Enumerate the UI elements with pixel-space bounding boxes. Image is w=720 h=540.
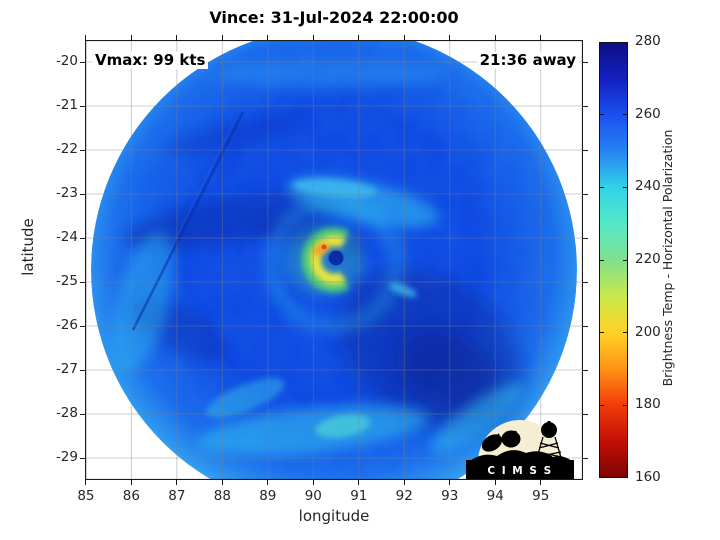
- y-tick-mark: [80, 193, 85, 195]
- x-tick-mark: [494, 480, 496, 485]
- y-tick-mark: [583, 369, 588, 371]
- x-tick-label: 92: [395, 488, 413, 504]
- colorbar-tick-label: 260: [635, 105, 661, 122]
- cimss-banner: [466, 460, 574, 479]
- y-tick-mark: [80, 325, 85, 327]
- y-tick-mark: [80, 413, 85, 415]
- x-tick-mark: [403, 480, 405, 485]
- colorbar-tick-label: 200: [635, 323, 661, 340]
- y-tick-mark: [583, 237, 588, 239]
- x-tick-label: 91: [350, 488, 368, 504]
- water-tower-icon: [541, 422, 557, 438]
- x-tick-label: 93: [441, 488, 459, 504]
- y-tick-label: -28: [55, 405, 78, 421]
- colorbar-tick-mark: [623, 114, 627, 116]
- y-tick-mark: [80, 457, 85, 459]
- x-tick-mark: [449, 480, 451, 485]
- colorbar-label: Brightness Temp - Horizontal Polarizatio…: [660, 129, 675, 387]
- x-tick-mark: [176, 35, 178, 40]
- y-tick-mark: [80, 149, 85, 151]
- y-tick-mark: [583, 457, 588, 459]
- y-tick-label: -21: [55, 97, 78, 113]
- colorbar-tick-mark: [600, 332, 604, 334]
- x-tick-mark: [130, 35, 132, 40]
- y-tick-mark: [583, 149, 588, 151]
- cimss-logo-text: C I M S S: [487, 465, 552, 477]
- y-tick-mark: [80, 281, 85, 283]
- y-tick-mark: [583, 413, 588, 415]
- colorbar-tick-mark: [623, 404, 627, 406]
- colorbar-tick-label: 220: [635, 251, 661, 267]
- eta-annotation: 21:36 away: [476, 52, 579, 69]
- x-axis-label: longitude: [298, 507, 370, 525]
- colorbar-tick-mark: [623, 186, 627, 188]
- x-tick-mark: [540, 35, 542, 40]
- x-tick-mark: [176, 480, 178, 485]
- colorbar-tick-mark: [600, 404, 604, 406]
- colorbar-tick-label: 160: [635, 469, 661, 485]
- x-tick-label: 87: [168, 488, 186, 504]
- x-tick-mark: [494, 35, 496, 40]
- x-tick-mark: [130, 480, 132, 485]
- axes-border: [85, 40, 583, 480]
- y-tick-mark: [583, 325, 588, 327]
- y-tick-mark: [80, 369, 85, 371]
- storm-eye: [328, 250, 344, 266]
- y-tick-mark: [583, 61, 588, 63]
- colorbar-tick-label: 180: [635, 396, 661, 413]
- x-tick-label: 85: [77, 488, 95, 504]
- x-tick-mark: [85, 480, 87, 485]
- x-tick-mark: [267, 480, 269, 485]
- x-tick-label: 88: [213, 488, 231, 504]
- x-tick-mark: [267, 35, 269, 40]
- x-tick-mark: [358, 35, 360, 40]
- y-tick-mark: [80, 61, 85, 63]
- satellite-dish-icon: [481, 434, 503, 452]
- y-tick-label: -27: [55, 361, 78, 377]
- satellite-dish-icon: [501, 430, 521, 448]
- colorbar-tick-label: 240: [635, 178, 661, 195]
- y-tick-label: -25: [55, 273, 78, 289]
- y-tick-label: -20: [55, 53, 78, 69]
- x-tick-label: 90: [304, 488, 322, 504]
- y-tick-label: -29: [55, 449, 78, 465]
- x-tick-mark: [540, 480, 542, 485]
- y-tick-mark: [583, 105, 588, 107]
- y-tick-label: -24: [55, 229, 78, 245]
- y-tick-label: -22: [55, 141, 78, 157]
- plot-title: Vince: 31-Jul-2024 22:00:00: [209, 8, 459, 27]
- x-tick-mark: [312, 35, 314, 40]
- x-tick-label: 86: [122, 488, 140, 504]
- swath-seam: [131, 111, 245, 331]
- x-tick-label: 95: [532, 488, 550, 504]
- colorbar-tick-mark: [623, 259, 627, 261]
- x-tick-mark: [403, 35, 405, 40]
- cimss-logo: C I M S S: [466, 420, 574, 480]
- swath-circle: [91, 40, 577, 480]
- x-tick-mark: [449, 35, 451, 40]
- y-tick-mark: [583, 281, 588, 283]
- x-tick-mark: [358, 480, 360, 485]
- x-tick-mark: [85, 35, 87, 40]
- colorbar-tick-label: 280: [635, 33, 661, 49]
- vmax-annotation: Vmax: 99 kts: [92, 52, 209, 69]
- y-tick-label: -26: [55, 317, 78, 333]
- y-tick-mark: [80, 237, 85, 239]
- colorbar-tick-mark: [623, 332, 627, 334]
- satellite-swath-image: C I M S S: [85, 40, 583, 480]
- plot-area: C I M S S Vmax: 99 kts 21:36 away: [85, 40, 583, 480]
- colorbar-tick-mark: [600, 114, 604, 116]
- y-tick-mark: [583, 193, 588, 195]
- y-tick-label: -23: [55, 185, 78, 201]
- x-tick-mark: [221, 480, 223, 485]
- y-tick-mark: [80, 105, 85, 107]
- x-tick-mark: [221, 35, 223, 40]
- x-tick-mark: [312, 480, 314, 485]
- x-tick-label: 94: [486, 488, 504, 504]
- colorbar-tick-mark: [600, 259, 604, 261]
- storm-eyewall: [284, 224, 365, 296]
- colorbar-tick-mark: [600, 186, 604, 188]
- x-tick-label: 89: [259, 488, 277, 504]
